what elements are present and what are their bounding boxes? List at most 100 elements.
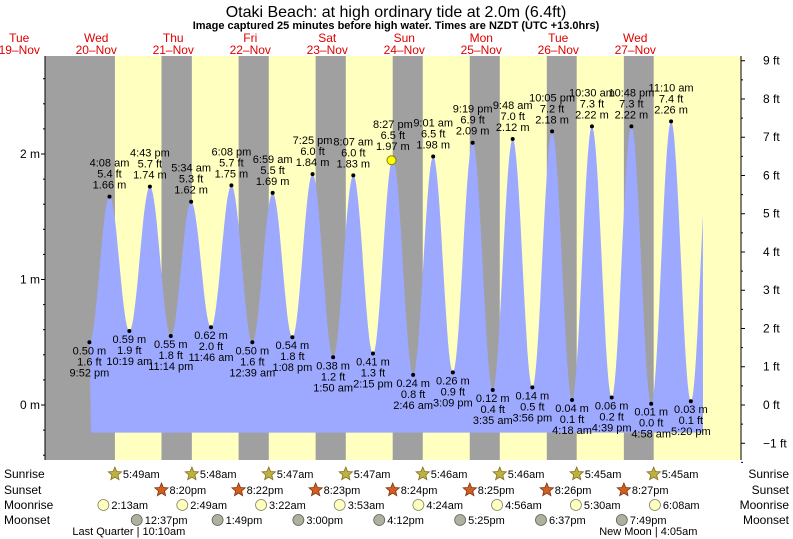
moonrise-time: 3:22am	[269, 500, 306, 512]
sunset-time: 8:24pm	[401, 485, 438, 497]
sunrise-icon	[184, 465, 200, 481]
low-tide-metres: 0.50 m	[236, 345, 270, 357]
moon-phase-label: Last Quarter | 10:10am	[72, 526, 185, 538]
moonrise-icon	[649, 499, 661, 511]
tide-point	[107, 194, 112, 199]
high-tide-feet: 6.0 ft	[300, 146, 324, 158]
high-tide-time: 5:34 am	[171, 163, 211, 175]
low-tide-metres: 0.38 m	[316, 360, 350, 372]
high-tide-time: 7:25 pm	[293, 135, 333, 147]
tide-point	[688, 399, 693, 404]
low-tide-feet: 0.0 ft	[639, 418, 663, 430]
day-name-label: Wed	[623, 31, 647, 45]
right-axis-tick-label: 8 ft	[763, 92, 780, 106]
sunset-icon	[308, 481, 324, 497]
low-tide-feet: 0.1 ft	[560, 414, 584, 426]
low-tide-metres: 0.59 m	[113, 334, 147, 346]
high-tide-time: 10:48 pm	[608, 87, 654, 99]
day-date-label: 27–Nov	[615, 43, 656, 57]
moonrise-time: 3:53am	[348, 500, 385, 512]
low-tide-time: 10:19 am	[106, 356, 152, 368]
sunset-time: 8:20pm	[169, 485, 206, 497]
moonset-time: 5:25pm	[468, 515, 505, 527]
tide-point	[168, 333, 173, 338]
low-tide-time: 4:39 pm	[592, 422, 632, 434]
low-tide-time: 4:18 am	[552, 425, 592, 437]
moonrise-row-label-left: Moonrise	[4, 498, 54, 512]
high-tide-feet: 5.7 ft	[138, 159, 162, 171]
high-tide-feet: 6.9 ft	[460, 115, 484, 127]
day-name-label: Sat	[318, 31, 337, 45]
tide-point	[87, 340, 92, 345]
low-tide-feet: 1.6 ft	[240, 356, 264, 368]
high-tide-time: 6:08 pm	[212, 146, 252, 158]
day-date-label: 26–Nov	[538, 43, 579, 57]
sunset-icon	[462, 481, 478, 497]
sunrise-icon	[107, 465, 123, 481]
tide-point	[189, 199, 194, 204]
sunset-row-label-left: Sunset	[4, 483, 42, 497]
sunrise-icon	[415, 465, 431, 481]
left-axis-tick-label: 1 m	[20, 273, 40, 287]
high-tide-metres: 1.98 m	[416, 140, 450, 152]
high-tide-metres: 1.66 m	[93, 180, 127, 192]
high-tide-feet: 7.3 ft	[580, 98, 604, 110]
tide-point	[250, 340, 255, 345]
low-tide-feet: 0.5 ft	[520, 401, 544, 413]
moonset-row-label-right: Moonset	[743, 513, 790, 527]
low-tide-metres: 0.12 m	[476, 393, 510, 405]
right-axis-tick-label: 1 ft	[763, 360, 780, 374]
high-tide-metres: 1.83 m	[336, 158, 370, 170]
sunset-time: 8:22pm	[247, 485, 284, 497]
low-tide-time: 5:20 pm	[671, 426, 711, 438]
low-tide-time: 1:08 pm	[273, 362, 313, 374]
day-header-group: Tue19–NovWed20–NovThu21–NovFri22–NovSat2…	[0, 31, 656, 57]
astro-events-group: 5:49am 5:48am 5:47am 5:47am 5:46am 5:46am 5:45…	[72, 465, 700, 538]
day-date-label: 25–Nov	[461, 43, 502, 57]
low-tide-feet: 0.1 ft	[679, 415, 703, 427]
row-labels-group: Sunrise Sunset Moonrise Moonset Sunrise …	[4, 467, 790, 527]
high-tide-metres: 2.12 m	[496, 122, 530, 134]
tide-point	[570, 397, 575, 402]
moonrise-time: 4:56am	[505, 500, 542, 512]
sunrise-icon	[338, 465, 354, 481]
left-axis-tick-label: 2 m	[20, 147, 40, 161]
moonset-time: 12:37pm	[145, 515, 188, 527]
right-axis-tick-label: 3 ft	[763, 283, 780, 297]
low-tide-feet: 1.3 ft	[361, 368, 385, 380]
sunrise-time: 5:46am	[508, 469, 545, 481]
sunrise-icon	[645, 465, 662, 481]
high-tide-metres: 1.69 m	[256, 176, 290, 188]
tide-area	[89, 121, 703, 433]
moonset-icon	[130, 514, 143, 526]
day-name-label: Thu	[163, 31, 184, 45]
sunrise-time: 5:45am	[662, 469, 699, 481]
moonset-time: 3:00pm	[306, 515, 343, 527]
tide-point	[550, 129, 555, 134]
moonrise-time: 4:24am	[426, 500, 463, 512]
sunrise-row-label-right: Sunrise	[748, 467, 789, 481]
moonrise-icon	[255, 499, 267, 511]
high-tide-time: 4:08 am	[90, 158, 130, 170]
day-date-label: 21–Nov	[153, 43, 194, 57]
tide-point	[351, 173, 356, 178]
tide-point	[209, 325, 214, 330]
moonrise-icon	[412, 499, 425, 511]
low-tide-metres: 0.62 m	[194, 330, 228, 342]
right-axis-tick-label: −1 ft	[763, 436, 787, 450]
high-tide-metres: 2.26 m	[654, 104, 688, 116]
low-tide-time: 9:52 pm	[70, 367, 110, 379]
moonrise-row-label-right: Moonrise	[740, 498, 790, 512]
sunset-time: 8:23pm	[324, 485, 361, 497]
moonset-icon	[292, 514, 305, 526]
day-name-label: Sun	[394, 31, 415, 45]
low-tide-metres: 0.41 m	[356, 357, 390, 369]
moonset-icon	[211, 514, 224, 526]
low-tide-time: 2:46 am	[393, 400, 433, 412]
right-axis-tick-label: 7 ft	[763, 130, 780, 144]
high-tide-time: 9:19 pm	[453, 104, 493, 116]
high-tide-time: 4:43 pm	[130, 148, 170, 160]
tide-point	[229, 183, 234, 188]
right-axis-tick-label: 9 ft	[763, 54, 780, 68]
low-tide-metres: 0.03 m	[674, 404, 708, 416]
